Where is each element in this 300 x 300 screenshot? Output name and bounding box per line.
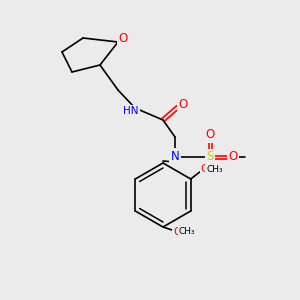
Text: O: O <box>178 98 188 112</box>
Text: N: N <box>171 149 179 163</box>
Text: O: O <box>206 128 214 142</box>
Text: CH₃: CH₃ <box>179 227 195 236</box>
Text: O: O <box>173 227 181 237</box>
Text: O: O <box>201 164 209 174</box>
Text: O: O <box>228 151 238 164</box>
Text: S: S <box>206 151 214 164</box>
Text: O: O <box>118 32 127 44</box>
Text: HN: HN <box>123 106 139 116</box>
Text: CH₃: CH₃ <box>206 164 223 173</box>
